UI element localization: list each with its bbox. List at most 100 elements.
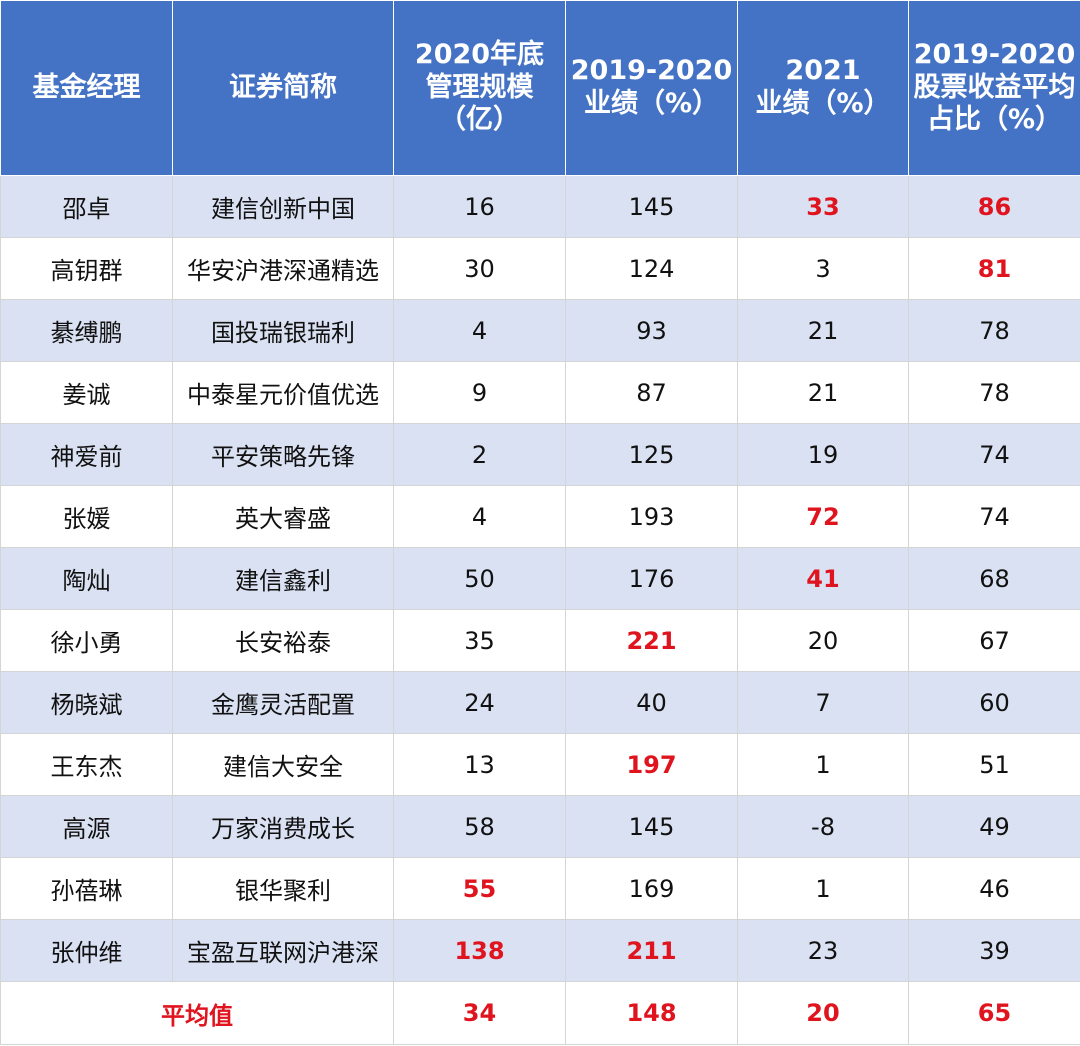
cell-aum: 9 xyxy=(393,361,566,424)
cell-perf-2021: 20 xyxy=(737,609,909,672)
cell-perf-2019-2020: 87 xyxy=(565,361,738,424)
header-manager: 基金经理 xyxy=(0,0,173,176)
cell-stock-ratio: 86 xyxy=(908,175,1080,238)
cell-stock-ratio: 49 xyxy=(908,795,1080,858)
cell-aum: 30 xyxy=(393,237,566,300)
cell-stock-ratio: 51 xyxy=(908,733,1080,796)
cell-fund-name: 建信创新中国 xyxy=(172,175,394,238)
cell-perf-2021: 1 xyxy=(737,857,909,920)
table-row: 徐小勇 长安裕泰 35 221 20 67 xyxy=(0,609,1080,672)
average-label: 平均值 xyxy=(0,981,394,1045)
cell-manager: 神爱前 xyxy=(0,423,173,486)
header-stock-ratio: 2019-2020 股票收益平均 占比（%） xyxy=(908,0,1080,176)
cell-manager: 杨晓斌 xyxy=(0,671,173,734)
cell-fund-name: 建信鑫利 xyxy=(172,547,394,610)
table-row: 杨晓斌 金鹰灵活配置 24 40 7 60 xyxy=(0,671,1080,734)
cell-aum: 4 xyxy=(393,485,566,548)
table-row: 神爱前 平安策略先锋 2 125 19 74 xyxy=(0,423,1080,486)
table-row: 王东杰 建信大安全 13 197 1 51 xyxy=(0,733,1080,796)
cell-stock-ratio: 39 xyxy=(908,919,1080,982)
cell-manager: 陶灿 xyxy=(0,547,173,610)
cell-fund-name: 中泰星元价值优选 xyxy=(172,361,394,424)
table-row: 高源 万家消费成长 58 145 -8 49 xyxy=(0,795,1080,858)
cell-stock-ratio: 78 xyxy=(908,299,1080,362)
cell-fund-name: 英大睿盛 xyxy=(172,485,394,548)
cell-perf-2019-2020: 124 xyxy=(565,237,738,300)
cell-manager: 王东杰 xyxy=(0,733,173,796)
cell-perf-2021: 72 xyxy=(737,485,909,548)
table-row: 邵卓 建信创新中国 16 145 33 86 xyxy=(0,175,1080,238)
cell-stock-ratio: 67 xyxy=(908,609,1080,672)
cell-stock-ratio: 68 xyxy=(908,547,1080,610)
cell-fund-name: 银华聚利 xyxy=(172,857,394,920)
average-aum: 34 xyxy=(393,981,566,1045)
average-perf-2021: 20 xyxy=(737,981,909,1045)
table-row: 孙蓓琳 银华聚利 55 169 1 46 xyxy=(0,857,1080,920)
cell-manager: 徐小勇 xyxy=(0,609,173,672)
cell-perf-2019-2020: 211 xyxy=(565,919,738,982)
cell-perf-2019-2020: 93 xyxy=(565,299,738,362)
cell-fund-name: 金鹰灵活配置 xyxy=(172,671,394,734)
cell-stock-ratio: 74 xyxy=(908,485,1080,548)
cell-manager: 姜诚 xyxy=(0,361,173,424)
cell-manager: 高源 xyxy=(0,795,173,858)
cell-perf-2019-2020: 145 xyxy=(565,175,738,238)
header-row: 基金经理 证券简称 2020年底 管理规模 （亿） 2019-2020 业绩（%… xyxy=(0,0,1080,176)
cell-manager: 张仲维 xyxy=(0,919,173,982)
cell-perf-2019-2020: 197 xyxy=(565,733,738,796)
cell-perf-2021: 1 xyxy=(737,733,909,796)
cell-fund-name: 平安策略先锋 xyxy=(172,423,394,486)
table-row: 张媛 英大睿盛 4 193 72 74 xyxy=(0,485,1080,548)
cell-aum: 58 xyxy=(393,795,566,858)
table-row: 綦缚鹏 国投瑞银瑞利 4 93 21 78 xyxy=(0,299,1080,362)
cell-aum: 16 xyxy=(393,175,566,238)
cell-aum: 2 xyxy=(393,423,566,486)
cell-perf-2019-2020: 169 xyxy=(565,857,738,920)
cell-fund-name: 国投瑞银瑞利 xyxy=(172,299,394,362)
cell-aum: 24 xyxy=(393,671,566,734)
table-row: 姜诚 中泰星元价值优选 9 87 21 78 xyxy=(0,361,1080,424)
table-row: 张仲维 宝盈互联网沪港深 138 211 23 39 xyxy=(0,919,1080,982)
cell-fund-name: 万家消费成长 xyxy=(172,795,394,858)
cell-aum: 55 xyxy=(393,857,566,920)
cell-perf-2019-2020: 125 xyxy=(565,423,738,486)
cell-perf-2019-2020: 145 xyxy=(565,795,738,858)
cell-fund-name: 华安沪港深通精选 xyxy=(172,237,394,300)
cell-perf-2021: 21 xyxy=(737,361,909,424)
cell-perf-2019-2020: 176 xyxy=(565,547,738,610)
cell-manager: 邵卓 xyxy=(0,175,173,238)
cell-perf-2021: 41 xyxy=(737,547,909,610)
cell-fund-name: 长安裕泰 xyxy=(172,609,394,672)
cell-perf-2021: 3 xyxy=(737,237,909,300)
cell-perf-2021: 21 xyxy=(737,299,909,362)
header-fund-name: 证券简称 xyxy=(172,0,394,176)
cell-manager: 孙蓓琳 xyxy=(0,857,173,920)
average-row: 平均值 34 148 20 65 xyxy=(0,981,1080,1045)
header-aum: 2020年底 管理规模 （亿） xyxy=(393,0,566,176)
cell-aum: 4 xyxy=(393,299,566,362)
cell-manager: 高钥群 xyxy=(0,237,173,300)
cell-stock-ratio: 81 xyxy=(908,237,1080,300)
table-row: 高钥群 华安沪港深通精选 30 124 3 81 xyxy=(0,237,1080,300)
cell-manager: 綦缚鹏 xyxy=(0,299,173,362)
cell-fund-name: 建信大安全 xyxy=(172,733,394,796)
cell-perf-2021: 19 xyxy=(737,423,909,486)
cell-aum: 50 xyxy=(393,547,566,610)
average-stock-ratio: 65 xyxy=(908,981,1080,1045)
table-header: 基金经理 证券简称 2020年底 管理规模 （亿） 2019-2020 业绩（%… xyxy=(0,0,1080,176)
cell-stock-ratio: 78 xyxy=(908,361,1080,424)
table-row: 陶灿 建信鑫利 50 176 41 68 xyxy=(0,547,1080,610)
table-body: 邵卓 建信创新中国 16 145 33 86 高钥群 华安沪港深通精选 30 124 3 81 綦缚鹏国… xyxy=(0,175,1080,1045)
cell-perf-2021: 23 xyxy=(737,919,909,982)
cell-stock-ratio: 74 xyxy=(908,423,1080,486)
cell-perf-2019-2020: 221 xyxy=(565,609,738,672)
cell-aum: 138 xyxy=(393,919,566,982)
cell-manager: 张媛 xyxy=(0,485,173,548)
cell-perf-2019-2020: 193 xyxy=(565,485,738,548)
cell-aum: 35 xyxy=(393,609,566,672)
cell-stock-ratio: 60 xyxy=(908,671,1080,734)
header-perf-2019-2020: 2019-2020 业绩（%） xyxy=(565,0,738,176)
cell-perf-2021: 33 xyxy=(737,175,909,238)
average-perf-2019-2020: 148 xyxy=(565,981,738,1045)
